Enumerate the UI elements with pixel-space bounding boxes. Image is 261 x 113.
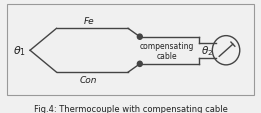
- Text: $\theta_2$: $\theta_2$: [200, 44, 213, 58]
- Text: Con: Con: [80, 76, 98, 85]
- Text: $\theta_1$: $\theta_1$: [13, 44, 26, 58]
- Circle shape: [137, 62, 142, 67]
- Text: Fig.4: Thermocouple with compensating cable: Fig.4: Thermocouple with compensating ca…: [34, 104, 227, 113]
- Circle shape: [137, 35, 142, 40]
- Text: compensating
cable: compensating cable: [140, 41, 194, 60]
- Text: Fe: Fe: [84, 17, 94, 26]
